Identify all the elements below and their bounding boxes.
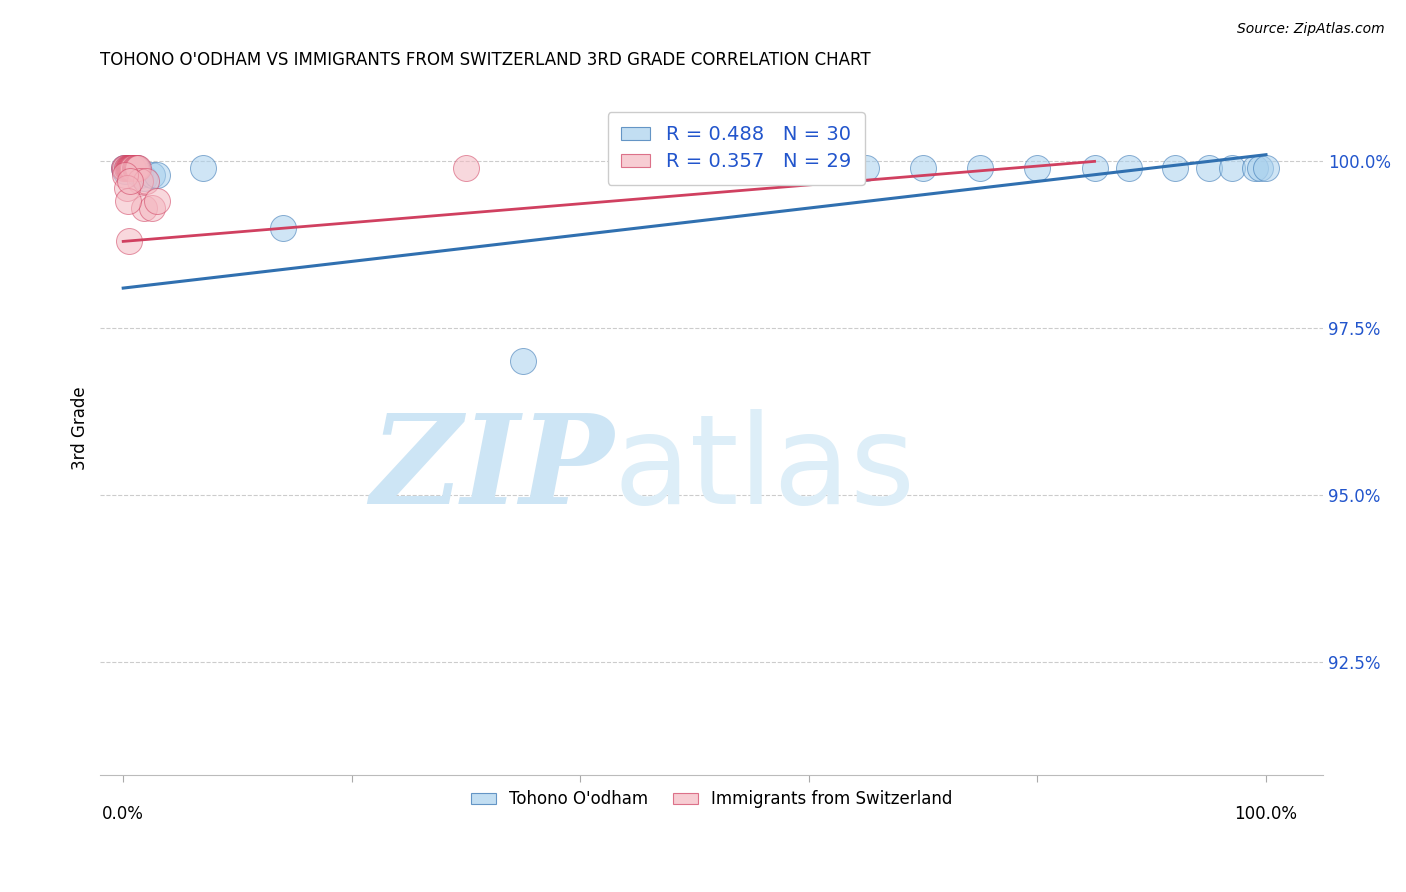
Point <box>120 161 142 175</box>
Point <box>683 161 706 175</box>
Point <box>124 161 146 175</box>
Point <box>120 161 142 175</box>
Point <box>912 161 935 175</box>
Point <box>120 161 142 175</box>
Point <box>129 174 152 188</box>
Point <box>454 161 477 175</box>
Text: Source: ZipAtlas.com: Source: ZipAtlas.com <box>1237 22 1385 37</box>
Point <box>121 161 143 175</box>
Point <box>1084 161 1107 175</box>
Point <box>120 161 142 175</box>
Point <box>132 201 155 215</box>
Point <box>1243 161 1265 175</box>
Point <box>146 194 169 209</box>
Y-axis label: 3rd Grade: 3rd Grade <box>72 386 89 470</box>
Point <box>120 161 142 175</box>
Point <box>125 161 148 175</box>
Point <box>120 174 142 188</box>
Point <box>118 161 141 175</box>
Point <box>855 161 877 175</box>
Point <box>1026 161 1049 175</box>
Point <box>114 168 136 182</box>
Point <box>969 161 991 175</box>
Point <box>117 161 139 175</box>
Point <box>118 235 141 249</box>
Point <box>112 161 135 175</box>
Point <box>122 161 145 175</box>
Point <box>114 161 136 175</box>
Point <box>193 161 215 175</box>
Text: 0.0%: 0.0% <box>103 805 145 823</box>
Point <box>118 161 141 175</box>
Text: 100.0%: 100.0% <box>1234 805 1298 823</box>
Point <box>141 201 163 215</box>
Point <box>125 161 148 175</box>
Text: ZIP: ZIP <box>370 409 614 531</box>
Point <box>121 161 143 175</box>
Text: atlas: atlas <box>614 409 917 530</box>
Point <box>120 161 142 175</box>
Point <box>115 181 138 195</box>
Text: TOHONO O'ODHAM VS IMMIGRANTS FROM SWITZERLAND 3RD GRADE CORRELATION CHART: TOHONO O'ODHAM VS IMMIGRANTS FROM SWITZE… <box>100 51 870 69</box>
Point <box>1220 161 1243 175</box>
Point <box>141 168 163 182</box>
Point <box>129 168 152 182</box>
Point <box>797 161 820 175</box>
Point <box>146 168 169 182</box>
Point <box>115 161 138 175</box>
Point <box>115 161 138 175</box>
Point <box>1198 161 1220 175</box>
Point <box>1254 161 1277 175</box>
Point <box>117 194 139 209</box>
Point <box>135 174 157 188</box>
Point <box>112 161 135 175</box>
Point <box>118 161 141 175</box>
Point <box>1249 161 1271 175</box>
Point <box>122 161 145 175</box>
Point <box>1118 161 1140 175</box>
Point <box>132 171 155 186</box>
Point <box>121 161 143 175</box>
Point <box>114 164 136 178</box>
Point <box>512 354 534 368</box>
Point <box>127 161 149 175</box>
Point <box>125 161 148 175</box>
Point <box>271 221 294 235</box>
Point <box>1163 161 1185 175</box>
Point <box>117 161 139 175</box>
Legend: Tohono O'odham, Immigrants from Switzerland: Tohono O'odham, Immigrants from Switzerl… <box>464 784 959 815</box>
